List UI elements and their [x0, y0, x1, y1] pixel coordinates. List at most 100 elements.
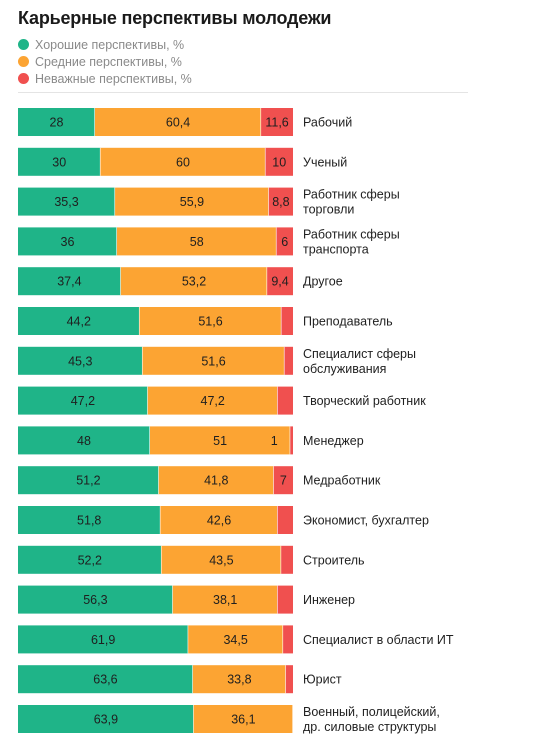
bar-value-label-good: 37,4: [57, 275, 81, 289]
category-label: Преподаватель: [303, 315, 393, 329]
category-label: Юрист: [303, 673, 342, 687]
bar-segment-good: [18, 108, 95, 136]
bar-value-label-good: 63,6: [93, 673, 117, 687]
bar-row: 37,4 53,2 9,4 Другое: [18, 267, 343, 296]
category-label-line: Специалист сферы: [303, 347, 416, 361]
bar-value-label-medium: 53,2: [182, 275, 206, 289]
bar-value-label-poor: 9,4: [271, 275, 288, 289]
bar-row: 63,9 36,1 Военный, полицейский, др. силовые…: [18, 705, 440, 734]
category-label-line: Работник сферы: [303, 188, 400, 202]
bar-segment-poor: [268, 187, 293, 216]
bar-segment-medium: [188, 625, 284, 654]
category-label: Работник сферы транспорта: [303, 227, 400, 256]
bar-segment-poor: [283, 625, 293, 654]
category-label: Творческий работник: [303, 394, 426, 408]
legend-label-medium: Средние перспективы, %: [35, 54, 182, 69]
category-label-line: Инженер: [303, 593, 355, 607]
bar-value-label-medium: 42,6: [207, 514, 231, 528]
category-label: Работник сферы торговли: [303, 188, 400, 217]
bar-segment-medium: [147, 386, 278, 415]
bar-separator: [160, 545, 163, 574]
bar-segment-poor: [284, 346, 294, 375]
bar-row: 36 58 6 Работник сферы транспорта: [18, 227, 400, 256]
category-label-line: Работник сферы: [303, 227, 400, 241]
bar-segment-poor: [285, 665, 293, 694]
bar-segment-poor: [290, 426, 293, 455]
bar-value-label-good: 63,9: [94, 713, 118, 727]
bar-value-label-good: 61,9: [91, 633, 115, 647]
bar-value-label-poor: 10: [272, 155, 286, 169]
category-label-line: Военный, полицейский,: [303, 705, 440, 719]
bar-value-label-good: 30: [52, 155, 66, 169]
bar-segment-good: [18, 466, 159, 495]
category-label-line: Строитель: [303, 553, 365, 567]
bar-row: 44,2 51,6 Преподаватель: [18, 307, 393, 335]
category-label: Военный, полицейский, др. силовые структу…: [303, 705, 440, 734]
bar-value-label-good: 51,8: [77, 514, 101, 528]
bar-row: 48 51 1 Менеджер: [18, 426, 364, 455]
bar-value-label-good: 45,3: [68, 354, 92, 368]
legend-item-poor: Неважные перспективы, %: [18, 70, 192, 87]
bar-segment-poor: [261, 108, 293, 136]
bar-value-label-extra: 1: [271, 434, 278, 448]
bar-segment-medium: [95, 108, 262, 136]
legend-label-poor: Неважные перспективы, %: [35, 71, 192, 86]
bar-row: 51,2 41,8 7 Медработник: [18, 466, 381, 495]
bar-segment-good: [18, 625, 189, 654]
bar-value-label-medium: 55,9: [180, 195, 204, 209]
legend-dot-medium: [18, 56, 29, 67]
category-label-line: Рабочий: [303, 116, 352, 130]
bar-value-label-good: 47,2: [71, 394, 95, 408]
bar-value-label-medium: 60: [176, 155, 190, 169]
bar-value-label-good: 52,2: [78, 553, 102, 567]
bar-value-label-good: 28: [50, 116, 64, 130]
category-label: Другое: [303, 275, 343, 289]
bar-segment-poor: [273, 466, 293, 495]
category-label-line: Творческий работник: [303, 394, 426, 408]
bar-value-label-medium: 38,1: [213, 593, 237, 607]
bar-segment-medium: [117, 227, 277, 256]
legend-divider: [18, 92, 468, 93]
category-label-line: Преподаватель: [303, 315, 393, 329]
legend-item-medium: Средние перспективы, %: [18, 53, 192, 70]
bar-segment-medium: [115, 187, 269, 216]
bar-segment-poor: [265, 147, 293, 176]
bar-row: 51,8 42,6 Экономист, бухгалтер: [18, 506, 429, 534]
legend-label-good: Хорошие перспективы, %: [35, 37, 185, 52]
bar-segment-good: [18, 545, 162, 574]
category-label: Инженер: [303, 593, 355, 607]
bar-segment-medium: [160, 506, 278, 534]
bar-value-label-good: 35,3: [54, 195, 78, 209]
bar-separator: [138, 307, 141, 335]
legend-item-good: Хорошие перспективы, %: [18, 36, 192, 53]
bar-row: 45,3 51,6 Специалист сферы обслуживания: [18, 346, 416, 376]
category-label: Специалист в области ИТ: [303, 633, 454, 647]
bar-segment-good: [18, 705, 194, 733]
bar-separator: [280, 545, 282, 574]
legend-dot-good: [18, 39, 29, 50]
category-label: Экономист, бухгалтер: [303, 514, 429, 528]
bar-segment-poor: [276, 227, 293, 256]
bar-segment-medium: [120, 267, 268, 296]
bar-row: 35,3 55,9 8,8 Работник сферы торговли: [18, 187, 400, 217]
bar-segment-poor: [277, 585, 293, 614]
bar-row: 63,6 33,8 Юрист: [18, 665, 342, 694]
bar-value-label-medium: 51: [213, 434, 227, 448]
bar-segment-good: [18, 187, 116, 216]
category-label-line: Ученый: [303, 155, 347, 169]
chart-legend: Хорошие перспективы, % Средние перспекти…: [18, 36, 192, 87]
bar-value-label-medium: 51,6: [201, 354, 225, 368]
category-label-line: Юрист: [303, 673, 342, 687]
category-label: Менеджер: [303, 434, 364, 448]
bar-row: 56,3 38,1 Инженер: [18, 585, 355, 614]
bar-segment-good: [18, 665, 193, 694]
bar-value-label-poor: 11,6: [265, 116, 288, 130]
bar-segment-medium: [150, 426, 291, 455]
category-label-line: Экономист, бухгалтер: [303, 514, 429, 528]
bar-segment-poor: [277, 506, 293, 534]
bar-segment-medium: [172, 585, 278, 614]
bar-segment-good: [18, 346, 143, 375]
category-label-line: транспорта: [303, 242, 369, 256]
bar-segment-good: [18, 227, 117, 256]
bar-value-label-medium: 33,8: [227, 673, 251, 687]
